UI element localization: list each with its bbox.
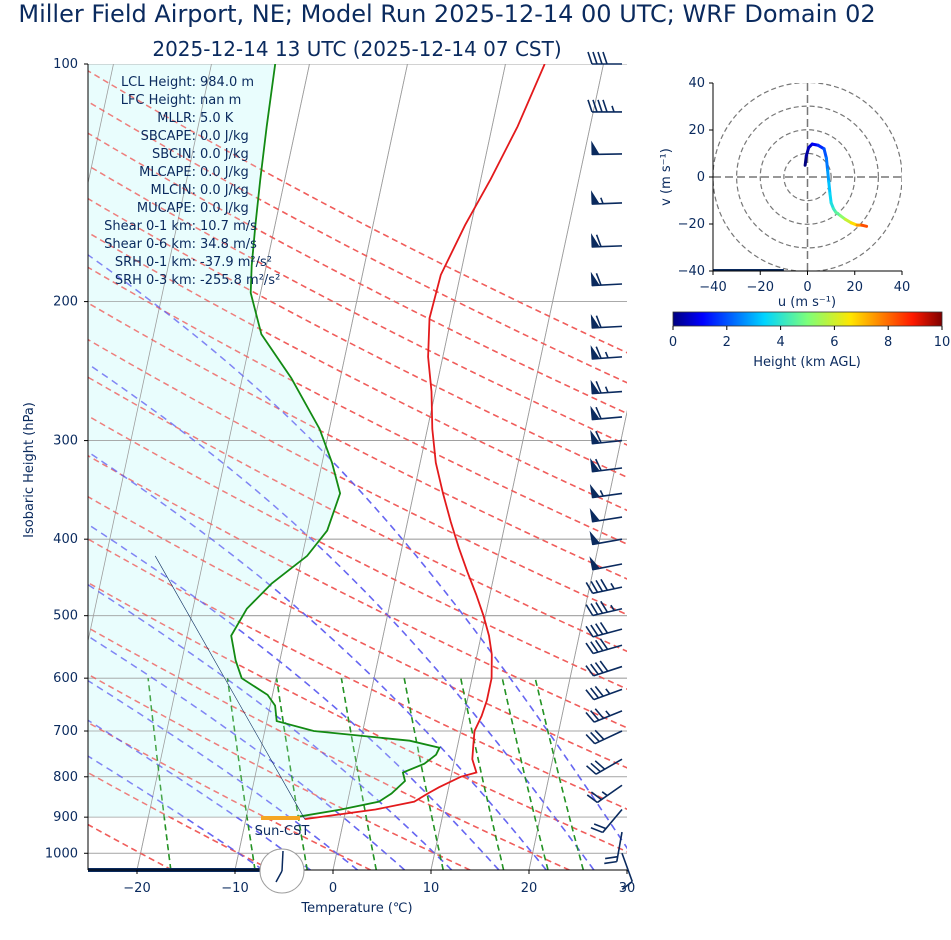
stat-name: MUCAPE: <box>137 201 196 216</box>
hodo-y-tick-label: −40 <box>678 264 705 279</box>
colorbar-tick-label: 8 <box>884 335 892 350</box>
hodo-y-tick-label: 40 <box>688 76 705 91</box>
colorbar-gradient <box>673 312 942 326</box>
hodo-x-tick-label: 20 <box>846 280 863 295</box>
wind-barb <box>588 52 622 64</box>
hodograph-segment <box>829 182 830 194</box>
stat-value: -255.8 m²/s² <box>200 273 280 288</box>
hodograph-rings <box>713 83 902 272</box>
y-tick-label: 600 <box>53 671 78 686</box>
stat-value: 0.0 J/kg <box>200 147 249 162</box>
hodograph-segment <box>862 225 867 226</box>
hodograph-segment <box>826 158 827 170</box>
hodo-x-tick-label: −40 <box>699 280 726 295</box>
stat-name: LCL Height: <box>121 75 196 90</box>
isotherm-line <box>0 64 15 870</box>
stat-value: -37.9 m²/s² <box>200 255 272 270</box>
clock-icon <box>260 849 304 893</box>
y-tick-label: 500 <box>53 609 78 624</box>
x-tick-label: 0 <box>329 881 337 896</box>
surface-marker-label: Sun-CST <box>255 824 310 839</box>
isotherm-line <box>0 64 15 870</box>
colorbar-tick-label: 0 <box>669 335 677 350</box>
hodograph-y-axis-label: v (m s⁻¹) <box>659 148 674 206</box>
stat-name: MLCIN: <box>151 183 196 198</box>
hodo-y-tick-label: 20 <box>688 123 705 138</box>
isotherm-line <box>725 64 897 870</box>
colorbar-tick-label: 10 <box>934 335 951 350</box>
hodograph-segment <box>828 170 829 182</box>
hodo-x-tick-label: 40 <box>894 280 911 295</box>
colorbar-ticks: 0 2 4 6 8 10 <box>669 326 950 350</box>
stat-name: SRH 0-3 km: <box>115 273 196 288</box>
colorbar-label: Height (km AGL) <box>753 355 861 370</box>
x-tick-label: 10 <box>423 881 440 896</box>
figure-title: Miller Field Airport, NE; Model Run 2025… <box>18 0 875 28</box>
skewt-y-axis-label: Isobaric Height (hPa) <box>22 402 37 538</box>
isotherm-line <box>823 64 951 870</box>
stat-value: 34.8 m/s <box>200 237 257 252</box>
hodograph-x-axis-label: u (m s⁻¹) <box>778 295 836 310</box>
isotherm-line <box>823 64 951 870</box>
y-tick-label: 700 <box>53 724 78 739</box>
height-colorbar: 0 2 4 6 8 10 Height (km AGL) <box>669 312 950 370</box>
x-tick-label: 20 <box>521 881 538 896</box>
hodo-x-tick-label: 0 <box>803 280 811 295</box>
hodograph-axes: −40 −20 0 20 40 40 20 0 −20 −40 <box>678 76 911 295</box>
y-tick-label: 200 <box>53 295 78 310</box>
stat-name: MLCAPE: <box>139 165 196 180</box>
stat-value: 0.0 J/kg <box>200 201 249 216</box>
hodograph-panel: −40 −20 0 20 40 40 20 0 −20 −40 u (m s⁻¹) v (m s⁻… <box>659 76 910 310</box>
y-tick-label: 1000 <box>45 846 78 861</box>
stat-name: SBCAPE: <box>141 129 196 144</box>
stat-value: nan m <box>200 93 241 108</box>
isotherm-line <box>921 64 951 870</box>
figure-subtitle: 2025-12-14 13 UTC (2025-12-14 07 CST) <box>152 37 561 61</box>
skewt-x-axis-label: Temperature (℃) <box>300 901 412 916</box>
stat-value: 0.0 J/kg <box>200 183 249 198</box>
stat-name: Shear 0-6 km: <box>104 237 196 252</box>
colorbar-tick-label: 6 <box>830 335 838 350</box>
stat-name: SBCIN: <box>152 147 196 162</box>
x-tick-label: −10 <box>221 881 248 896</box>
stat-value: 0.0 J/kg <box>200 129 249 144</box>
x-tick-label: 30 <box>619 881 636 896</box>
isotherm-line <box>725 64 897 870</box>
stat-value: 10.7 m/s <box>200 219 257 234</box>
colorbar-tick-label: 4 <box>776 335 784 350</box>
stat-name: Shear 0-1 km: <box>104 219 196 234</box>
y-tick-label: 400 <box>53 532 78 547</box>
hodo-y-tick-label: −20 <box>678 217 705 232</box>
stat-value: 984.0 m <box>200 75 254 90</box>
isotherm-line <box>921 64 951 870</box>
y-tick-label: 900 <box>53 810 78 825</box>
stat-name: LFC Height: <box>121 93 196 108</box>
stat-value: 0.0 J/kg <box>200 165 249 180</box>
stat-name: MLLR: <box>157 111 196 126</box>
y-tick-label: 300 <box>53 434 78 449</box>
x-tick-label: −20 <box>123 881 150 896</box>
y-tick-label: 800 <box>53 770 78 785</box>
y-tick-label: 100 <box>53 57 78 72</box>
hodo-y-tick-label: 0 <box>697 170 705 185</box>
colorbar-tick-label: 2 <box>723 335 731 350</box>
hodo-x-tick-label: −20 <box>747 280 774 295</box>
stat-value: 5.0 K <box>200 111 234 126</box>
stat-name: SRH 0-1 km: <box>115 255 196 270</box>
